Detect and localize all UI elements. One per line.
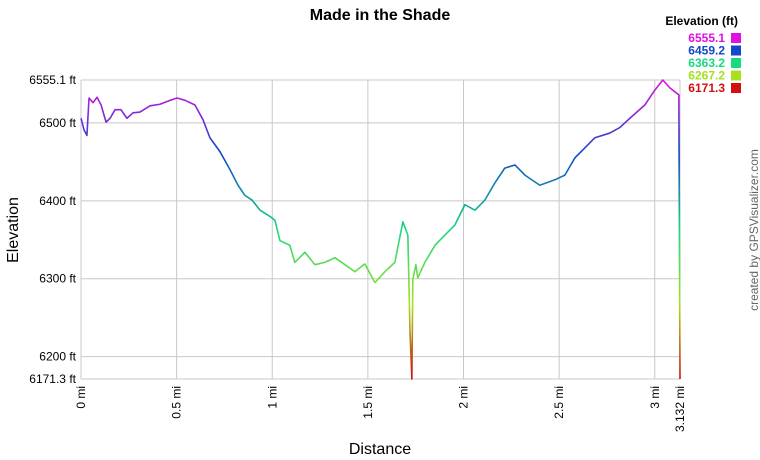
x-axis-title: Distance <box>349 441 411 458</box>
y-tick-label: 6500 ft <box>39 116 76 130</box>
x-tick-label: 1 mi <box>265 386 279 409</box>
legend-label: 6555.1 <box>688 31 725 45</box>
legend-swatch <box>731 70 741 81</box>
chart-title: Made in the Shade <box>310 7 451 24</box>
legend-label: 6267.2 <box>688 69 725 83</box>
x-tick-label: 3.132 mi <box>673 386 687 432</box>
x-tick-label: 3 mi <box>648 386 662 409</box>
x-tick-label: 0 mi <box>74 386 88 409</box>
y-tick-label: 6555.1 ft <box>29 73 76 87</box>
y-tick-label: 6200 ft <box>39 350 76 364</box>
legend-label: 6459.2 <box>688 44 725 58</box>
legend-swatch <box>731 45 741 56</box>
x-tick-label: 2.5 mi <box>552 386 566 419</box>
legend-title: Elevation (ft) <box>665 14 738 28</box>
legend-swatch <box>731 83 741 93</box>
x-tick-label: 2 mi <box>457 386 471 409</box>
y-tick-label: 6171.3 ft <box>29 372 76 386</box>
y-tick-label: 6400 ft <box>39 194 76 208</box>
legend-swatch <box>731 33 741 43</box>
legend-swatch <box>731 58 741 68</box>
y-axis-title: Elevation <box>5 197 22 263</box>
legend-label: 6171.3 <box>688 81 725 95</box>
credit-annotation: created by GPSVisualizer.com <box>747 149 760 311</box>
legend-label: 6363.2 <box>688 56 725 70</box>
x-tick-label: 1.5 mi <box>361 386 375 419</box>
y-tick-label: 6300 ft <box>39 272 76 286</box>
elevation-line <box>80 79 681 380</box>
x-tick-label: 0.5 mi <box>170 386 184 419</box>
